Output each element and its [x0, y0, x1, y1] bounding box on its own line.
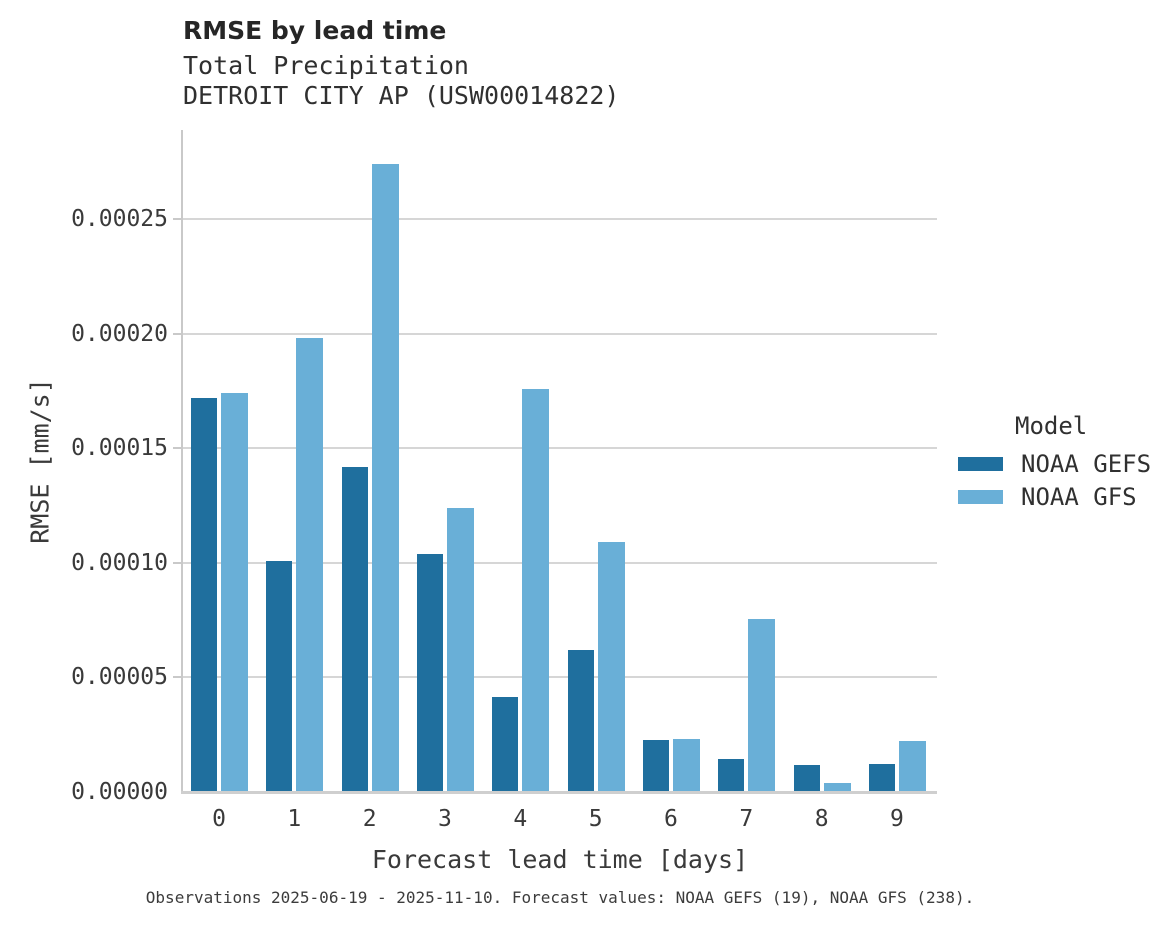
bar-noaa-gfs-lead-9: [898, 740, 926, 792]
x-axis-line: [181, 791, 937, 794]
gridline-0.00020: [183, 332, 937, 335]
legend-label: NOAA GFS: [1021, 483, 1137, 511]
legend-swatch: [958, 490, 1003, 504]
bar-noaa-gefs-lead-0: [191, 397, 217, 792]
bar-noaa-gfs-lead-0: [221, 393, 248, 792]
x-tick-label-3: 3: [438, 806, 452, 832]
bar-noaa-gefs-lead-8: [793, 765, 820, 792]
legend-entries: NOAA GEFS NOAA GFS: [958, 450, 1152, 511]
gridline-0.00015: [183, 447, 937, 450]
x-tick-label-8: 8: [814, 806, 829, 832]
gridline-0.00005: [183, 676, 937, 679]
bar-noaa-gefs-lead-4: [492, 696, 519, 792]
legend-title: Model: [1015, 412, 1088, 440]
bar-noaa-gefs-lead-9: [868, 764, 895, 792]
y-axis-label: RMSE [mm/s]: [25, 378, 55, 544]
legend-entry-noaa-gfs: NOAA GFS: [958, 483, 1151, 511]
bar-noaa-gfs-lead-1: [296, 338, 324, 792]
legend-label: NOAA GEFS: [1021, 450, 1152, 478]
x-tick-label-1: 1: [287, 806, 302, 832]
x-axis-label: Forecast lead time [days]: [371, 845, 749, 874]
x-tick-label-0: 0: [212, 806, 226, 832]
y-tick-label-0.00020: 0.00020: [71, 320, 168, 347]
y-tick-label-0.00010: 0.00010: [71, 549, 168, 576]
bar-noaa-gefs-lead-3: [416, 553, 443, 792]
x-tick-label-5: 5: [588, 806, 603, 832]
bar-noaa-gfs-lead-6: [672, 739, 700, 792]
x-tick-label-6: 6: [664, 806, 678, 832]
chart-subtitle-station: DETROIT CITY AP (USW00014822): [183, 81, 620, 110]
bar-noaa-gefs-lead-1: [266, 560, 293, 792]
gridline-0.00010: [183, 561, 937, 564]
bar-noaa-gefs-lead-5: [567, 649, 594, 792]
y-tick-mark: [173, 561, 181, 564]
bar-noaa-gefs-lead-7: [718, 758, 745, 792]
x-tick-label-7: 7: [739, 806, 754, 832]
plot-area: [173, 130, 937, 794]
bar-noaa-gfs-lead-4: [522, 388, 550, 792]
y-tick-label-0.00025: 0.00025: [71, 206, 168, 233]
x-tick-label-9: 9: [890, 806, 904, 832]
y-tick-mark: [173, 447, 181, 450]
y-tick-mark: [173, 676, 181, 679]
x-tick-label-4: 4: [513, 806, 528, 832]
bar-noaa-gfs-lead-3: [446, 507, 474, 792]
legend-entry-noaa-gefs: NOAA GEFS: [958, 450, 1152, 478]
y-tick-mark: [173, 218, 181, 221]
bar-noaa-gfs-lead-7: [748, 619, 776, 792]
chart-title: RMSE by lead time: [183, 16, 447, 45]
x-tick-label-2: 2: [362, 806, 377, 832]
chart-subtitle-variable: Total Precipitation: [183, 51, 469, 80]
legend-swatch: [958, 457, 1003, 471]
y-tick-label-0.00015: 0.00015: [71, 435, 168, 462]
gridline-0.00025: [183, 218, 937, 221]
bar-noaa-gefs-lead-2: [341, 466, 368, 792]
y-tick-mark: [173, 332, 181, 335]
y-axis-line: [181, 130, 183, 794]
legend: Model NOAA GEFS NOAA GFS: [958, 412, 1151, 518]
bar-noaa-gfs-lead-2: [371, 164, 399, 792]
y-tick-label-0.00005: 0.00005: [71, 664, 168, 691]
bar-noaa-gfs-lead-5: [597, 542, 625, 792]
y-tick-label-0.00000: 0.00000: [71, 779, 168, 805]
bar-noaa-gefs-lead-6: [642, 740, 669, 792]
caption: Observations 2025-06-19 - 2025-11-10. Fo…: [145, 888, 975, 907]
bar-noaa-gfs-lead-8: [823, 783, 851, 792]
